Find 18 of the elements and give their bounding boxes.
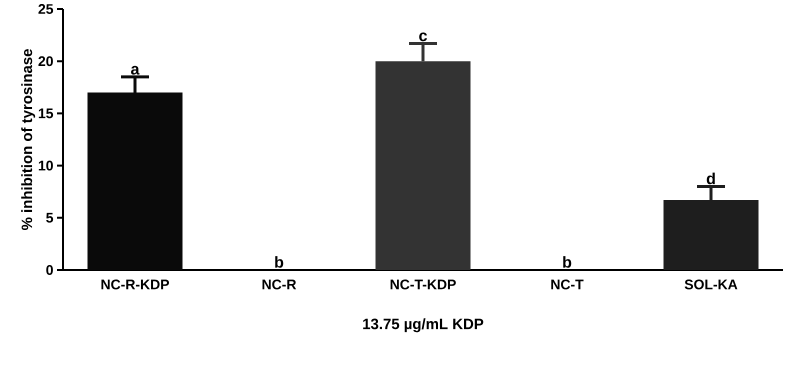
y-axis-title: % inhibition of tyrosinase — [21, 49, 36, 230]
annotation: a — [131, 66, 140, 75]
annotation: d — [706, 172, 715, 184]
y-tick-label: 5 — [46, 212, 54, 223]
annotation: c — [419, 32, 427, 42]
x-tick-label: SOL-KA — [684, 280, 738, 290]
x-tick-label: NC-T-KDP — [390, 280, 456, 290]
y-tick-label: 20 — [38, 56, 53, 66]
annotation: b — [275, 256, 284, 268]
y-tick-label: 0 — [46, 265, 53, 275]
x-tick-label: NC-R — [262, 280, 296, 290]
y-tick-label: 10 — [38, 160, 53, 171]
x-tick-label: NC-T — [551, 280, 584, 290]
x-axis-title: 13.75 µg/mL KDP — [363, 318, 484, 332]
annotation: b — [563, 256, 572, 268]
y-tick-label: 25 — [38, 4, 54, 14]
y-tick-label: 15 — [38, 108, 54, 118]
x-tick-label: NC-R-KDP — [101, 280, 169, 290]
